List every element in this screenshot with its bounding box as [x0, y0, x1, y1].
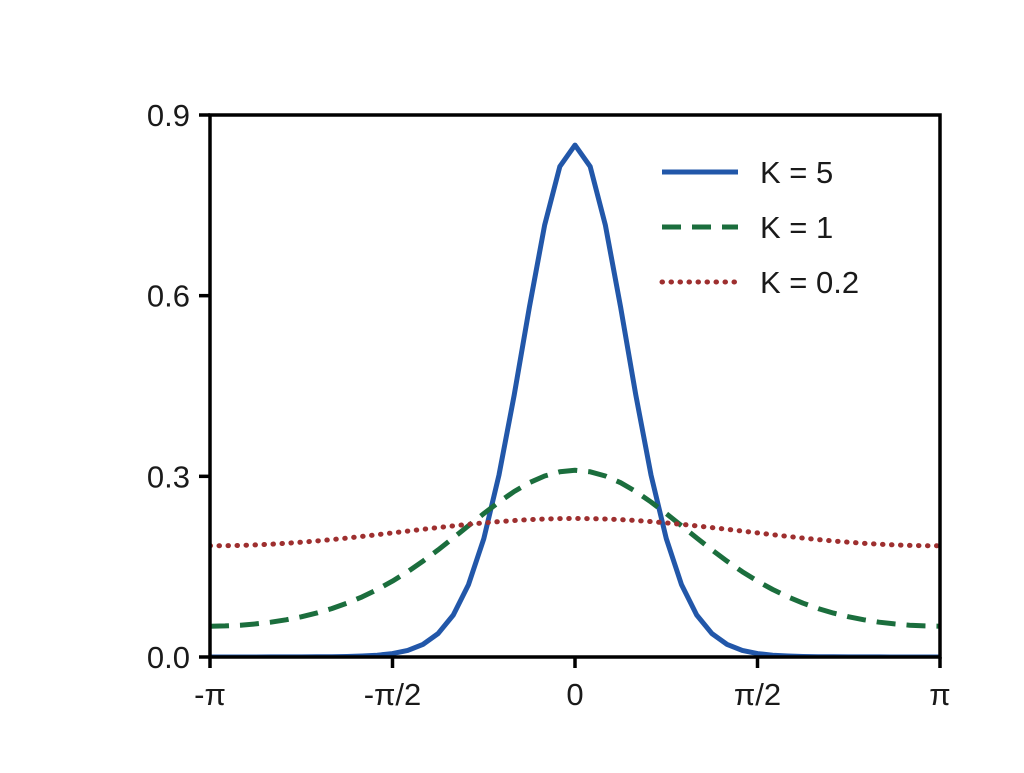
x-tick-label: -π: [194, 677, 226, 712]
series-line-2: [210, 467, 940, 629]
y-tick-label: 0.6: [147, 279, 190, 314]
legend-label: K = 1: [760, 210, 833, 245]
y-tick-label: 0.0: [147, 640, 190, 675]
x-tick-label: π: [929, 677, 950, 712]
ticks-layer: -π -π/2 0 π/2 π 0.0 0.3 0.6 0.9: [147, 98, 951, 712]
legend-label: K = 0.2: [760, 265, 859, 300]
legend-label: K = 5: [760, 155, 833, 190]
plot-frame: [208, 113, 942, 659]
y-tick-label: 0.3: [147, 459, 190, 494]
legend: K = 5 K = 1 K = 0.2: [659, 155, 859, 300]
x-tick-label: 0: [566, 677, 583, 712]
x-tick-label: -π/2: [364, 677, 422, 712]
x-tick-label: π/2: [734, 677, 781, 712]
y-tick-label: 0.9: [147, 98, 190, 133]
series-line-3: [210, 516, 940, 549]
